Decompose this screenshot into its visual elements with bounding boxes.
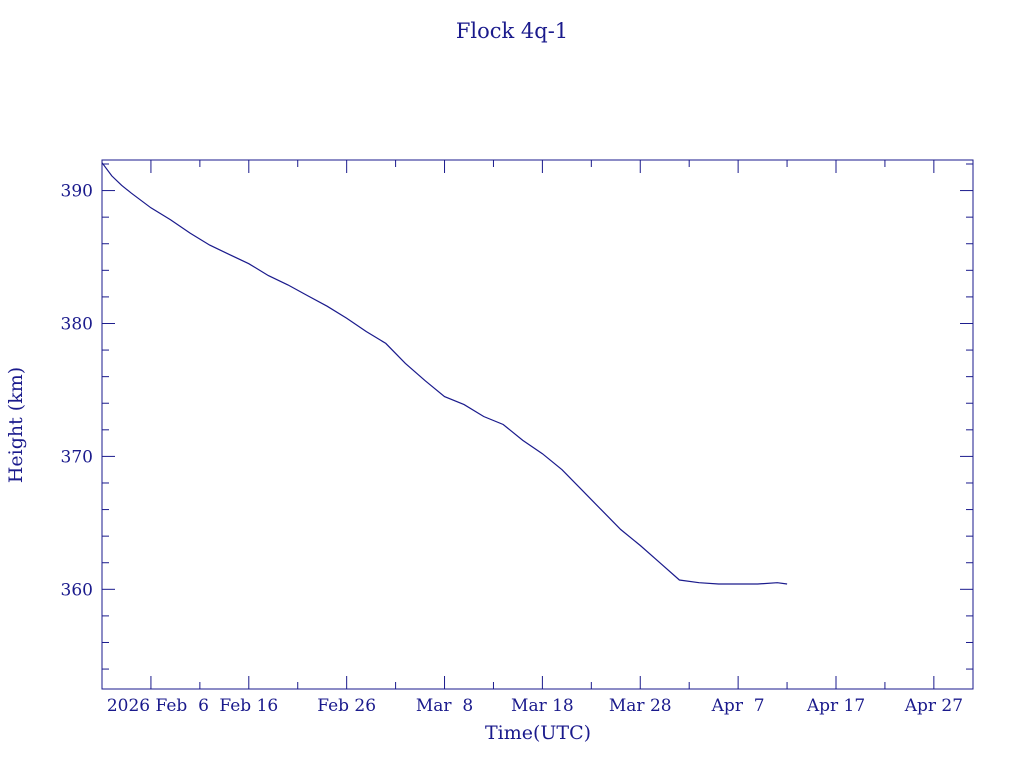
y-tick-label: 380 [61, 314, 93, 334]
x-tick-label: 2026 Feb 6 [107, 696, 209, 716]
x-tick-label: Apr 7 [711, 696, 765, 716]
plot-frame [101, 159, 974, 690]
chart-title: Flock 4q-1 [456, 19, 568, 43]
x-tick-label: Feb 16 [219, 696, 278, 716]
x-tick-label: Feb 26 [317, 696, 376, 716]
y-tick-label: 390 [61, 182, 93, 202]
x-axis-tick-labels: 2026 Feb 6 Feb 16 Feb 26 Mar 8 Mar 18 Mar 28 A… [107, 696, 963, 716]
x-tick-label: Mar 18 [511, 696, 574, 716]
x-axis-ticks [101, 160, 935, 689]
y-tick-label: 370 [61, 447, 93, 467]
y-axis-ticks [102, 163, 973, 670]
x-tick-label: Mar 28 [609, 696, 672, 716]
y-tick-label: 360 [61, 580, 93, 600]
x-tick-label: Apr 17 [806, 696, 865, 716]
x-tick-label: Mar 8 [416, 696, 473, 716]
x-axis-label: Time(UTC) [485, 722, 591, 744]
series-line [101, 162, 788, 585]
y-axis-label: Height (km) [5, 367, 27, 483]
y-axis-tick-labels: 360 370 380 390 [61, 182, 93, 601]
x-tick-label: Apr 27 [904, 696, 963, 716]
